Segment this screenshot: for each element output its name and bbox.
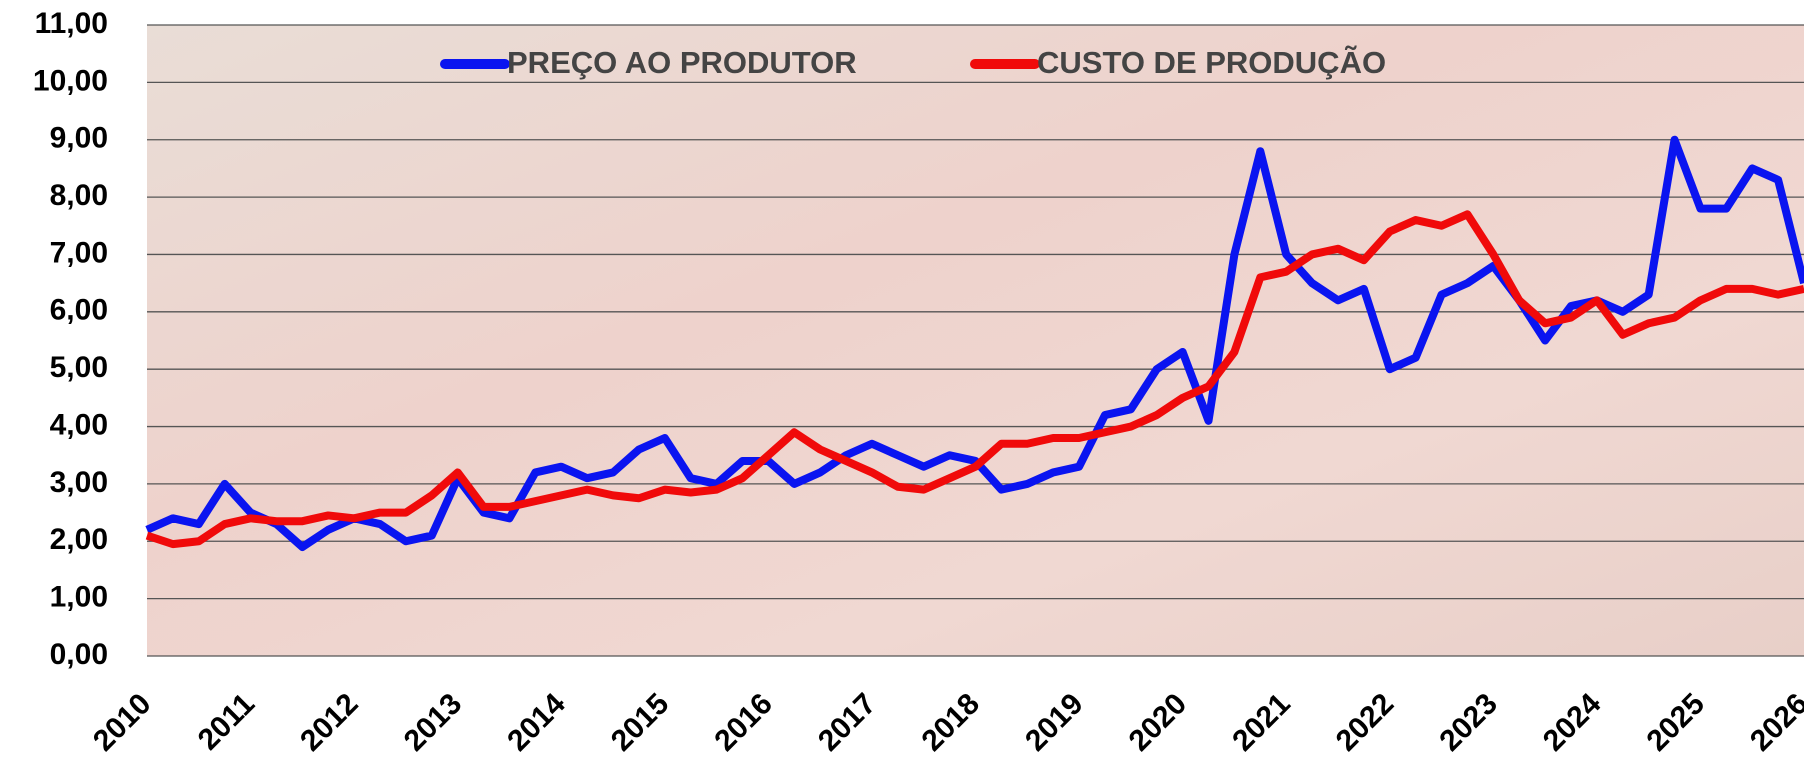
y-tick-label: 9,00 [50, 122, 108, 155]
chart: 0,00 1,00 2,00 3,00 4,00 5,00 6,00 7,00 8,00 9,00… [0, 0, 1804, 770]
y-tick-label: 1,00 [50, 581, 108, 614]
x-tick-label: 2023 [1433, 687, 1504, 758]
y-tick-label: 0,00 [50, 638, 108, 671]
x-tick-label: 2024 [1537, 687, 1608, 758]
y-tick-label: 4,00 [50, 408, 108, 441]
x-tick-label: 2026 [1744, 687, 1804, 758]
x-tick-label: 2021 [1226, 687, 1297, 758]
x-tick-label: 2012 [294, 687, 365, 758]
x-tick-label: 2020 [1123, 687, 1194, 758]
y-tick-label: 6,00 [50, 294, 108, 327]
legend-label: CUSTO DE PRODUÇÃO [1037, 45, 1386, 80]
x-tick-label: 2010 [87, 687, 158, 758]
plot-background [147, 25, 1804, 656]
x-tick-label: 2013 [398, 687, 469, 758]
x-tick-label: 2022 [1330, 687, 1401, 758]
x-tick-label: 2015 [605, 687, 676, 758]
y-tick-label: 5,00 [50, 351, 108, 384]
x-tick-label: 2019 [1019, 687, 1090, 758]
x-tick-label: 2025 [1640, 687, 1711, 758]
y-tick-label: 10,00 [33, 64, 108, 97]
y-tick-label: 7,00 [50, 236, 108, 269]
x-tick-label: 2017 [812, 687, 883, 758]
y-tick-label: 11,00 [35, 7, 108, 40]
x-tick-label: 2016 [708, 687, 779, 758]
x-tick-label: 2011 [192, 687, 261, 756]
y-tick-label: 8,00 [50, 179, 108, 212]
y-tick-label: 2,00 [50, 523, 108, 556]
x-tick-label: 2018 [916, 687, 987, 758]
y-tick-label: 3,00 [50, 466, 108, 499]
x-tick-label: 2014 [501, 687, 572, 758]
legend-label: PREÇO AO PRODUTOR [507, 45, 857, 80]
